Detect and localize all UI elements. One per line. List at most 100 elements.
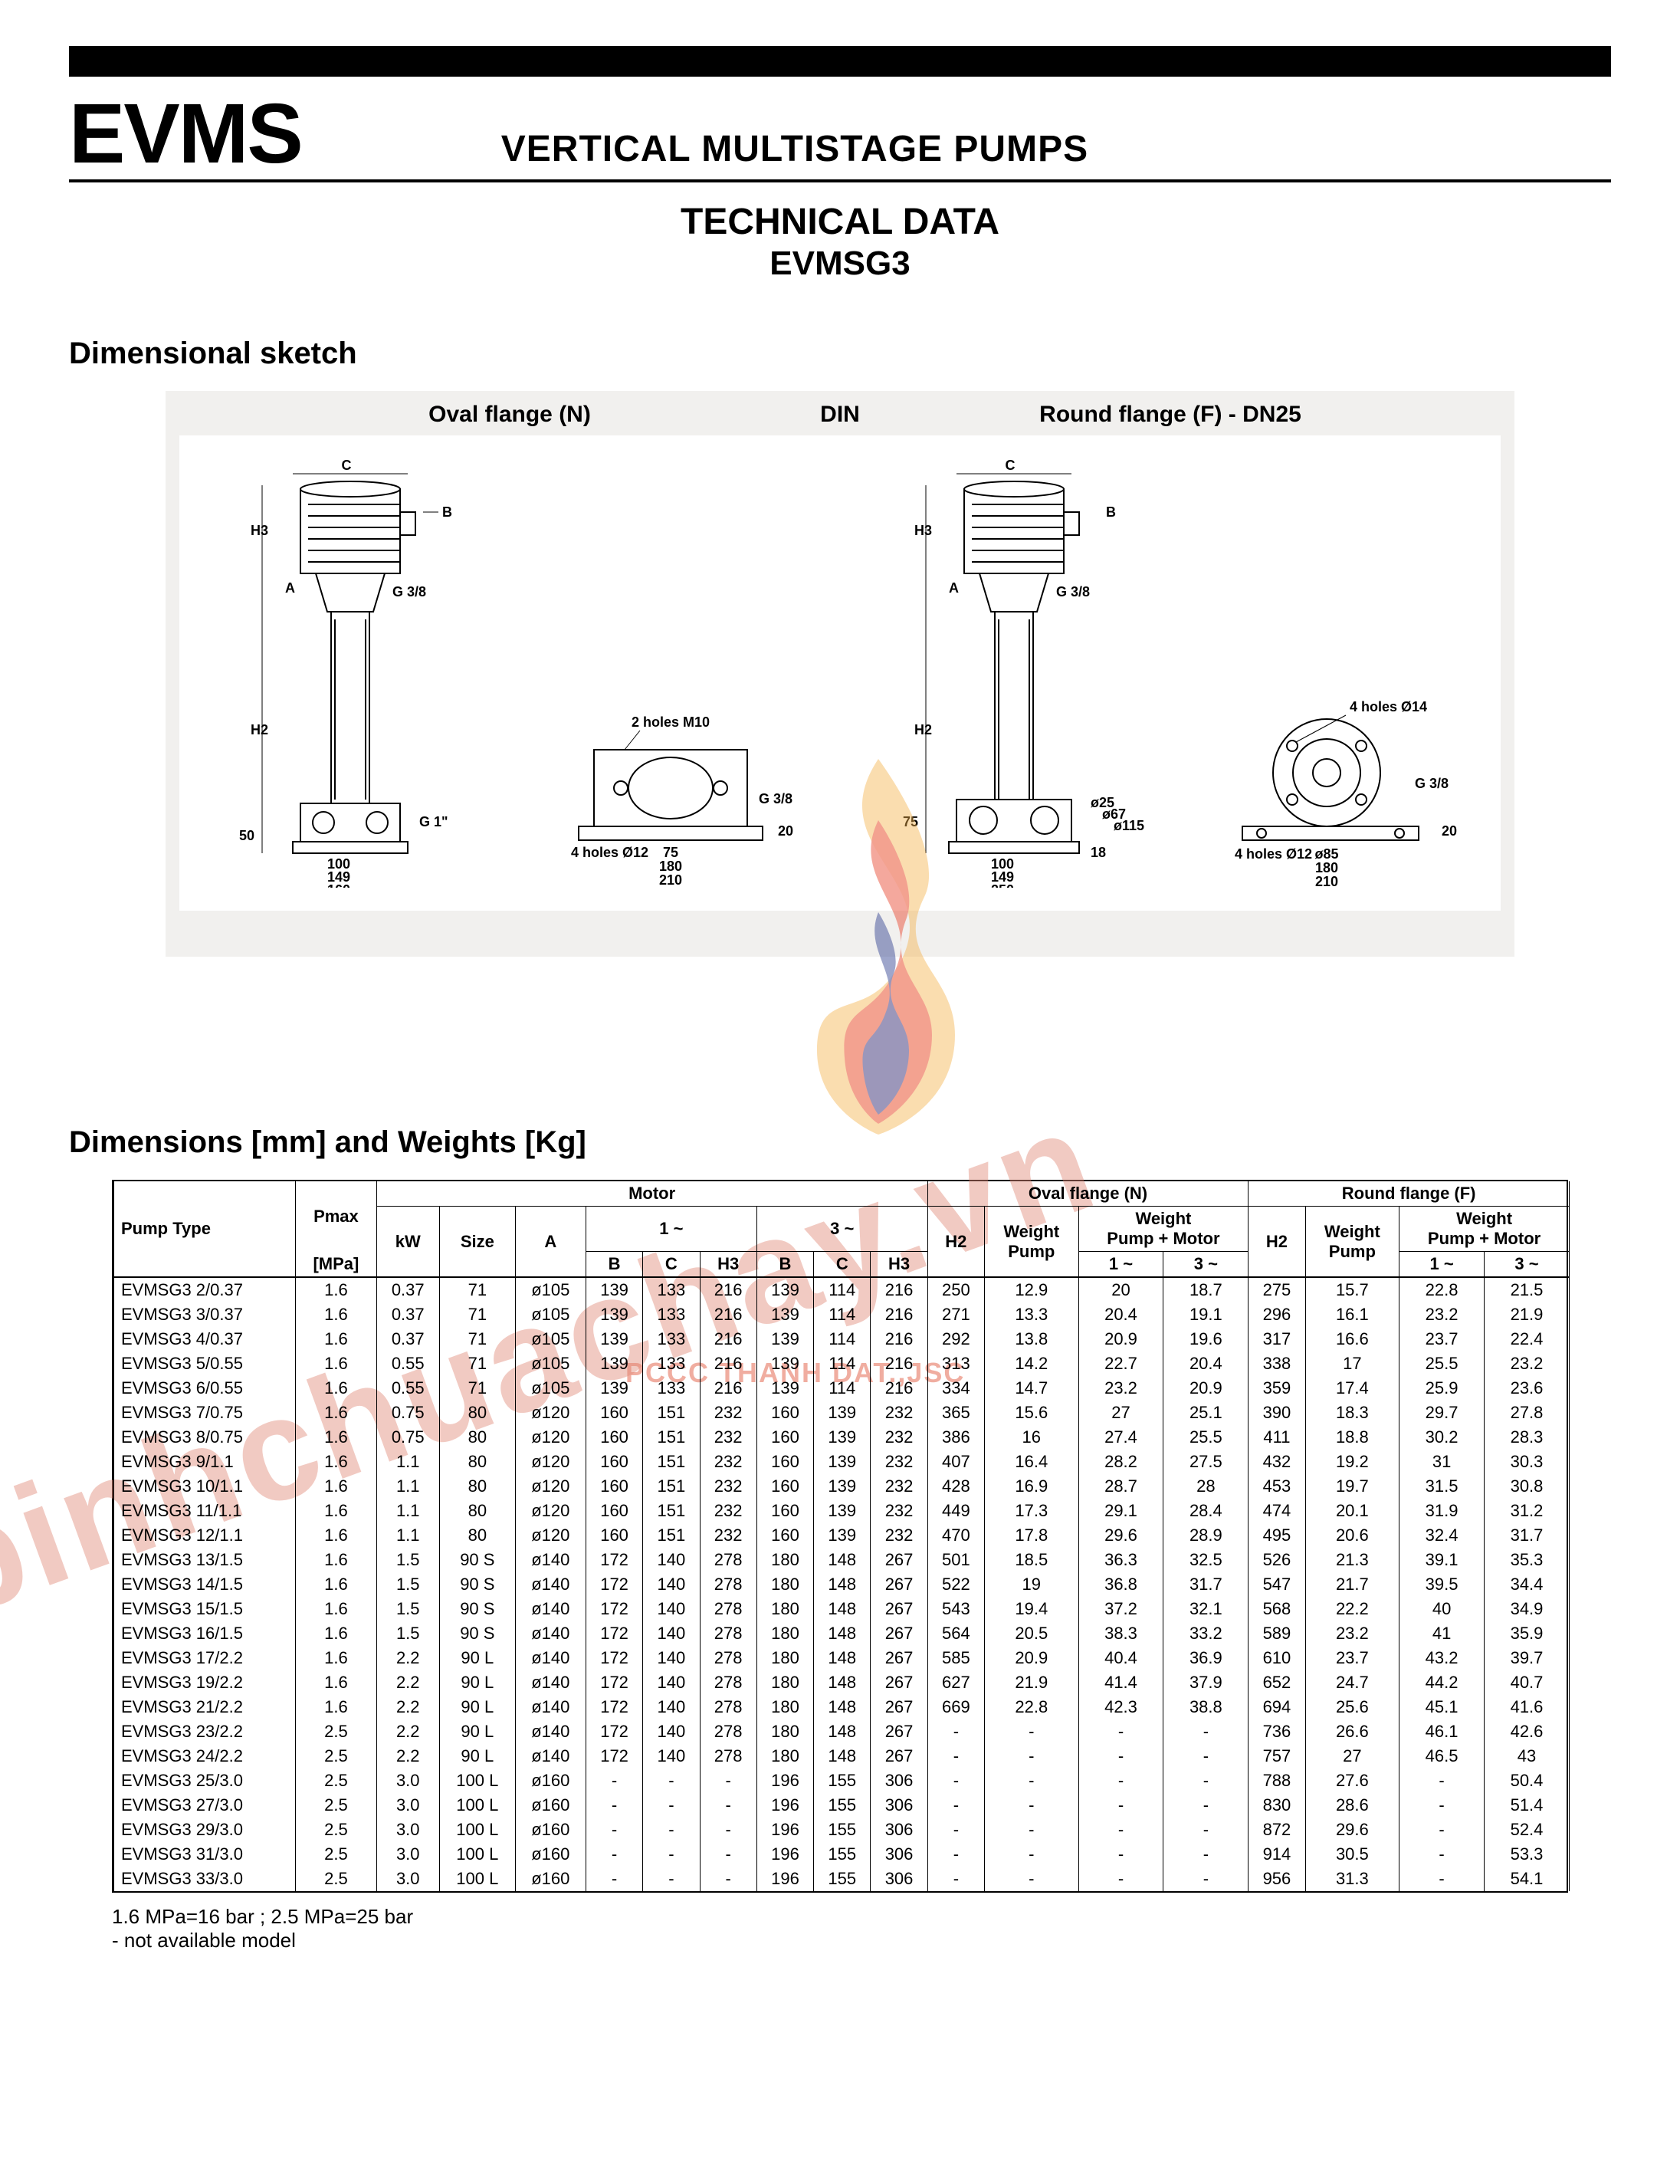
table-cell: - bbox=[985, 1769, 1079, 1793]
table-cell: 90 L bbox=[439, 1646, 515, 1670]
table-cell: - bbox=[1163, 1719, 1249, 1744]
table-cell: 306 bbox=[871, 1818, 927, 1842]
table-cell: 216 bbox=[871, 1351, 927, 1376]
svg-text:75: 75 bbox=[903, 814, 918, 829]
table-cell: 296 bbox=[1249, 1302, 1305, 1327]
table-cell: 139 bbox=[586, 1376, 642, 1401]
table-cell: 100 L bbox=[439, 1867, 515, 1891]
table-cell: 30.5 bbox=[1305, 1842, 1399, 1867]
table-cell: 2.2 bbox=[376, 1744, 439, 1769]
svg-text:B: B bbox=[442, 504, 452, 520]
table-cell: ø105 bbox=[515, 1302, 586, 1327]
table-cell: 757 bbox=[1249, 1744, 1305, 1769]
table-cell: 1.6 bbox=[296, 1351, 376, 1376]
table-cell: ø120 bbox=[515, 1401, 586, 1425]
col-3p-o: 3 ~ bbox=[1163, 1252, 1249, 1278]
table-row: EVMSG3 19/2.21.62.290 Lø1401721402781801… bbox=[114, 1670, 1570, 1695]
table-cell: 30.8 bbox=[1485, 1474, 1570, 1499]
table-row: EVMSG3 31/3.02.53.0100 Lø160---196155306… bbox=[114, 1842, 1570, 1867]
table-cell: 37.2 bbox=[1078, 1597, 1163, 1621]
table-cell: 160 bbox=[756, 1523, 813, 1548]
table-cell: 432 bbox=[1249, 1450, 1305, 1474]
table-cell: 20.4 bbox=[1163, 1351, 1249, 1376]
table-cell: 278 bbox=[700, 1670, 756, 1695]
table-cell: EVMSG3 12/1.1 bbox=[114, 1523, 296, 1548]
table-cell: - bbox=[586, 1842, 642, 1867]
table-cell: - bbox=[586, 1818, 642, 1842]
table-cell: 28 bbox=[1163, 1474, 1249, 1499]
section-table: Dimensions [mm] and Weights [Kg] bbox=[69, 1125, 1611, 1160]
table-cell: 160 bbox=[756, 1499, 813, 1523]
table-cell: 359 bbox=[1249, 1376, 1305, 1401]
table-cell: 474 bbox=[1249, 1499, 1305, 1523]
table-cell: 139 bbox=[814, 1523, 871, 1548]
table-cell: 180 bbox=[756, 1646, 813, 1670]
table-cell: 2.2 bbox=[376, 1719, 439, 1744]
table-cell: 139 bbox=[814, 1450, 871, 1474]
col-b3: B bbox=[756, 1252, 813, 1278]
table-cell: 140 bbox=[643, 1646, 700, 1670]
table-cell: - bbox=[1399, 1842, 1485, 1867]
table-cell: 30.2 bbox=[1399, 1425, 1485, 1450]
table-cell: 155 bbox=[814, 1793, 871, 1818]
table-cell: 31.7 bbox=[1485, 1523, 1570, 1548]
table-cell: 31 bbox=[1399, 1450, 1485, 1474]
table-cell: 2.2 bbox=[376, 1646, 439, 1670]
table-cell: 160 bbox=[756, 1425, 813, 1450]
table-cell: 956 bbox=[1249, 1867, 1305, 1891]
svg-text:2 holes M10: 2 holes M10 bbox=[631, 714, 709, 730]
table-cell: - bbox=[1078, 1793, 1163, 1818]
table-cell: 216 bbox=[871, 1327, 927, 1351]
table-cell: 151 bbox=[643, 1450, 700, 1474]
table-cell: 1.6 bbox=[296, 1376, 376, 1401]
table-cell: 180 bbox=[756, 1572, 813, 1597]
table-cell: 652 bbox=[1249, 1670, 1305, 1695]
col-h2-o: H2 bbox=[927, 1207, 984, 1278]
table-cell: 20.9 bbox=[985, 1646, 1079, 1670]
table-cell: 1.1 bbox=[376, 1474, 439, 1499]
table-cell: 18.5 bbox=[985, 1548, 1079, 1572]
table-cell: 22.8 bbox=[1399, 1277, 1485, 1302]
table-cell: 23.2 bbox=[1305, 1621, 1399, 1646]
table-cell: 172 bbox=[586, 1719, 642, 1744]
footnotes: 1.6 MPa=16 bar ; 2.5 MPa=25 bar - not av… bbox=[112, 1905, 1568, 1952]
table-cell: ø140 bbox=[515, 1695, 586, 1719]
table-cell: ø140 bbox=[515, 1719, 586, 1744]
table-cell: 38.3 bbox=[1078, 1621, 1163, 1646]
table-cell: 16.4 bbox=[985, 1450, 1079, 1474]
table-cell: 306 bbox=[871, 1769, 927, 1793]
table-cell: - bbox=[586, 1793, 642, 1818]
col-c1: C bbox=[643, 1252, 700, 1278]
table-cell: 80 bbox=[439, 1425, 515, 1450]
table-cell: 30.3 bbox=[1485, 1450, 1570, 1474]
table-cell: 585 bbox=[927, 1646, 984, 1670]
table-cell: 35.9 bbox=[1485, 1621, 1570, 1646]
svg-text:ø115: ø115 bbox=[1114, 818, 1144, 833]
table-cell: 100 L bbox=[439, 1818, 515, 1842]
table-cell: 1.6 bbox=[296, 1572, 376, 1597]
table-cell: 46.5 bbox=[1399, 1744, 1485, 1769]
col-h33: H3 bbox=[871, 1252, 927, 1278]
table-cell: 216 bbox=[871, 1277, 927, 1302]
table-cell: - bbox=[985, 1842, 1079, 1867]
table-cell: 160 bbox=[586, 1523, 642, 1548]
table-cell: EVMSG3 9/1.1 bbox=[114, 1450, 296, 1474]
group-motor: Motor bbox=[376, 1181, 927, 1207]
col-1p-r: 1 ~ bbox=[1399, 1252, 1485, 1278]
table-cell: 27 bbox=[1305, 1744, 1399, 1769]
table-cell: 278 bbox=[700, 1695, 756, 1719]
table-cell: 29.6 bbox=[1305, 1818, 1399, 1842]
table-cell: - bbox=[985, 1793, 1079, 1818]
svg-text:ø85: ø85 bbox=[1314, 846, 1338, 862]
table-cell: EVMSG3 23/2.2 bbox=[114, 1719, 296, 1744]
table-cell: - bbox=[927, 1842, 984, 1867]
table-cell: - bbox=[586, 1867, 642, 1891]
table-cell: 0.37 bbox=[376, 1327, 439, 1351]
table-cell: - bbox=[1399, 1867, 1485, 1891]
table-cell: 40 bbox=[1399, 1597, 1485, 1621]
table-cell: 39.5 bbox=[1399, 1572, 1485, 1597]
col-b1: B bbox=[586, 1252, 642, 1278]
table-cell: 22.4 bbox=[1485, 1327, 1570, 1351]
table-cell: 139 bbox=[756, 1376, 813, 1401]
table-cell: EVMSG3 6/0.55 bbox=[114, 1376, 296, 1401]
